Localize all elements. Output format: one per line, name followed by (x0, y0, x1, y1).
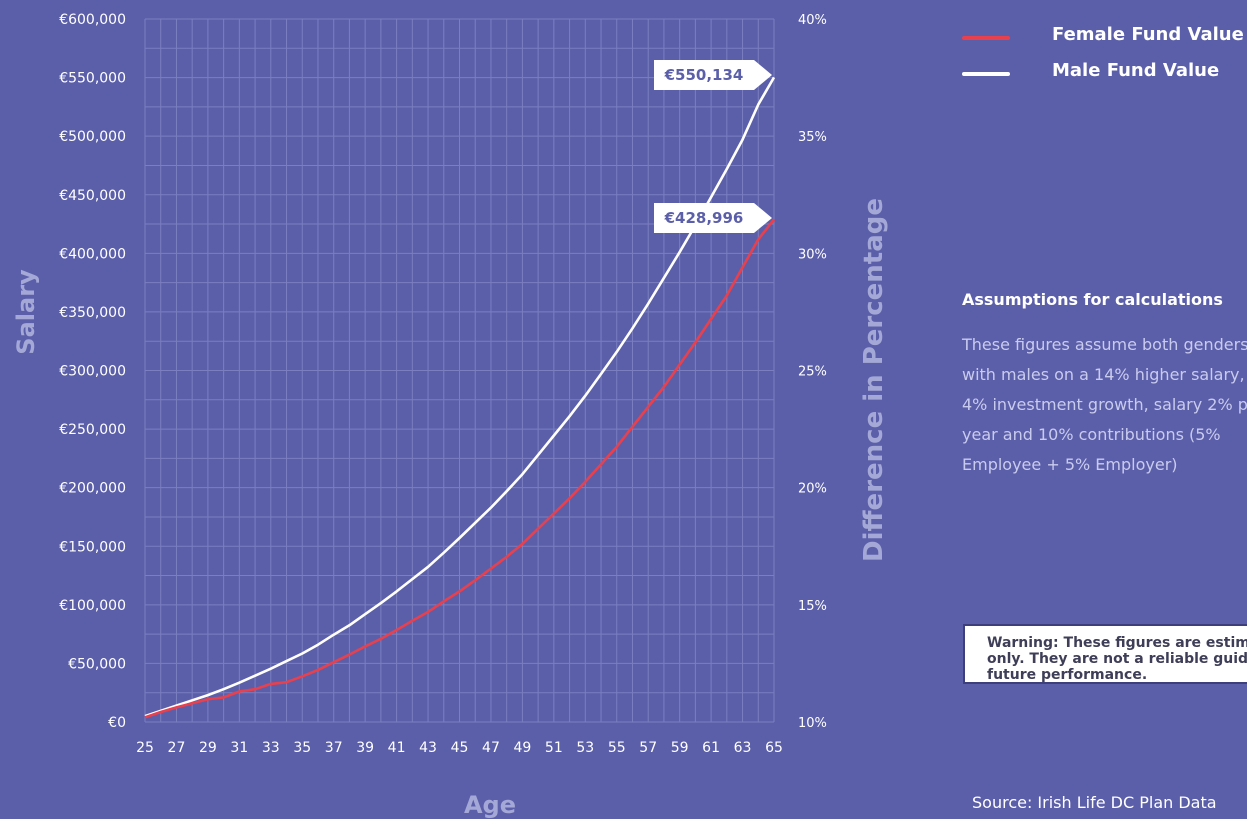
x-tick-label: 59 (671, 740, 689, 756)
y2-tick-label: 10% (798, 716, 827, 731)
legend-label-female: Female Fund Value (1052, 24, 1244, 45)
grid (144, 18, 775, 723)
x-axis-ticks: 25 27 29 31 33 35 37 39 41 43 45 47 49 51 53 55 57 59 61 63… (136, 740, 783, 756)
y-tick-label: €100,000 (59, 598, 126, 614)
x-tick-label: 29 (199, 740, 217, 756)
source-note: Source: Irish Life DC Plan Data (972, 793, 1217, 812)
legend-swatch-female (962, 36, 1010, 40)
callout-box (654, 60, 772, 90)
y-tick-label: €550,000 (59, 71, 126, 87)
series-callouts: €428,996 €550,134 (654, 60, 772, 233)
callout-box (654, 203, 772, 233)
y-tick-label: €350,000 (59, 305, 126, 321)
x-tick-label: 33 (262, 740, 280, 756)
x-tick-label: 25 (136, 740, 154, 756)
y2-tick-label: 35% (798, 130, 827, 145)
y2-axis-title: Difference in Percentage (859, 198, 889, 562)
x-tick-label: 61 (702, 740, 720, 756)
x-tick-label: 53 (576, 740, 594, 756)
callout-label: €550,134 (664, 66, 744, 84)
x-tick-label: 49 (513, 740, 531, 756)
x-tick-label: 65 (765, 740, 783, 756)
series-line-male-fund-value (144, 76, 776, 718)
y2-tick-label: 25% (798, 365, 827, 380)
y-tick-label: €150,000 (59, 539, 126, 555)
x-tick-label: 31 (230, 740, 248, 756)
y2-tick-label: 15% (798, 599, 827, 614)
y-tick-label: €500,000 (59, 129, 126, 145)
series-line-female-fund-value (144, 218, 776, 719)
assumptions-body: These figures assume both genders with m… (962, 335, 1247, 474)
legend-label-male: Male Fund Value (1052, 60, 1220, 81)
series-lines (144, 76, 776, 719)
x-tick-label: 47 (482, 740, 500, 756)
fund-value-chart: €0 €50,000 €100,000 €150,000 €200,000 €250,00… (12, 12, 889, 819)
y-tick-label: €400,000 (59, 246, 126, 262)
x-tick-label: 45 (451, 740, 469, 756)
y-axis-ticks: €0 €50,000 €100,000 €150,000 €200,000 €250,00… (59, 12, 126, 731)
y-tick-label: €450,000 (59, 188, 126, 204)
y2-axis-ticks: 10% 15% 20% 25% 30% 35% 40% (798, 13, 827, 731)
x-tick-label: 41 (388, 740, 406, 756)
x-tick-label: 51 (545, 740, 563, 756)
y-tick-label: €200,000 (59, 481, 126, 497)
x-tick-label: 37 (325, 740, 343, 756)
callout-label: €428,996 (664, 209, 744, 227)
x-tick-label: 63 (734, 740, 752, 756)
y-tick-label: €50,000 (68, 656, 126, 672)
x-tick-label: 55 (608, 740, 626, 756)
y-tick-label: €300,000 (59, 364, 126, 380)
assumptions-title: Assumptions for calculations (962, 290, 1223, 309)
x-axis-title: Age (464, 791, 516, 819)
legend-swatch-male (962, 72, 1010, 76)
y2-tick-label: 40% (798, 13, 827, 28)
x-tick-label: 35 (293, 740, 311, 756)
x-tick-label: 27 (168, 740, 186, 756)
y2-tick-label: 30% (798, 247, 827, 262)
y-axis-title: Salary (12, 269, 40, 355)
y2-tick-label: 20% (798, 482, 827, 497)
y-tick-label: €250,000 (59, 422, 126, 438)
warning-box: Warning: These figures are estimates onl… (963, 624, 1247, 684)
x-tick-label: 39 (356, 740, 374, 756)
y-tick-label: €0 (108, 715, 126, 731)
x-tick-label: 43 (419, 740, 437, 756)
y-tick-label: €600,000 (59, 12, 126, 28)
x-tick-label: 57 (639, 740, 657, 756)
